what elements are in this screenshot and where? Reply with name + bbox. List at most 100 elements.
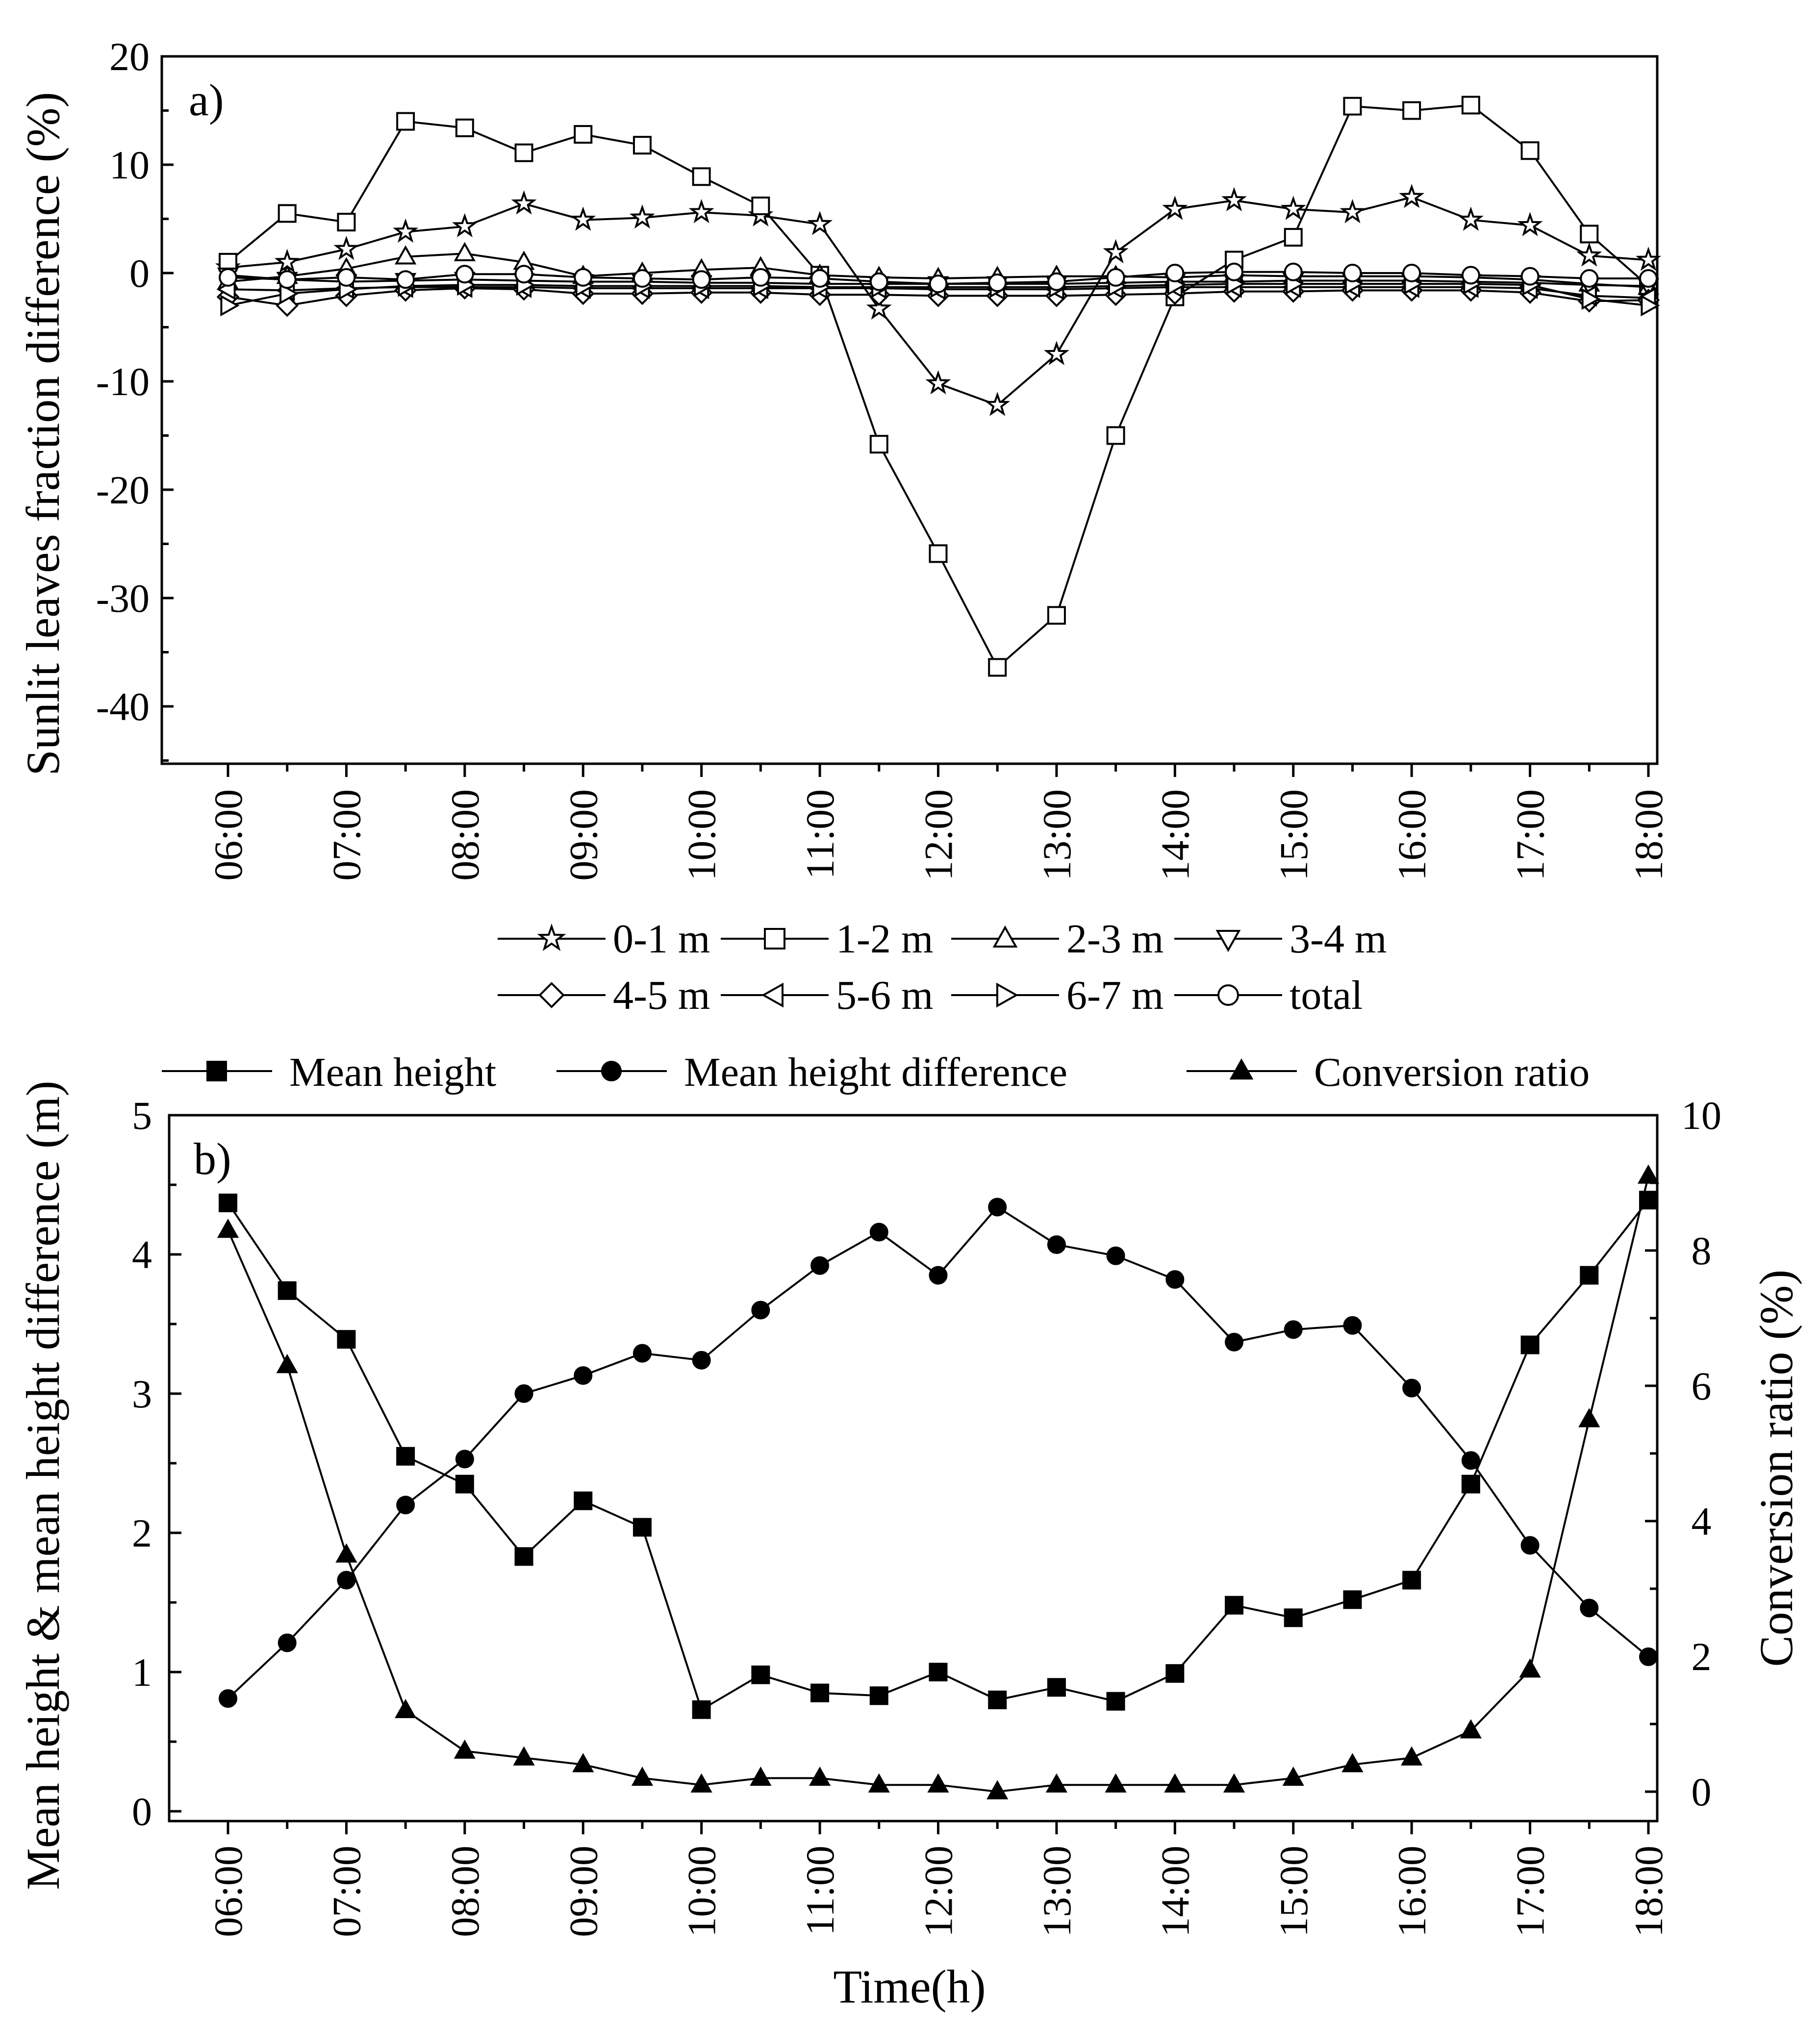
x-tick-label: 09:00 — [561, 1846, 606, 1937]
x-tick-label: 13:00 — [1035, 789, 1079, 881]
data-point — [1284, 1608, 1303, 1627]
data-point — [1580, 1599, 1599, 1618]
data-point — [220, 295, 240, 317]
legend-entry: 4-5 m — [498, 973, 710, 1018]
data-point — [1284, 228, 1303, 247]
data-point — [337, 1330, 356, 1349]
data-point — [929, 1266, 948, 1285]
panel-a-y-axis-title: Sunlit leaves fraction difference (%) — [17, 92, 69, 776]
data-point — [868, 1773, 890, 1793]
legend-entry: Conversion ratio — [1187, 1050, 1590, 1095]
data-point — [751, 268, 770, 287]
series-1-2-m — [219, 96, 1658, 677]
data-point — [1165, 264, 1185, 282]
x-tick-label: 12:00 — [916, 789, 961, 881]
panel-b-y-ticks: 0 1 2 3 4 5 — [132, 1093, 181, 1834]
data-point — [574, 268, 593, 287]
x-tick-label: 09:00 — [561, 789, 606, 881]
data-point — [217, 1218, 239, 1238]
data-point — [692, 270, 711, 289]
legend-entry: Mean height difference — [556, 1050, 1067, 1095]
data-point — [1402, 1378, 1421, 1398]
data-point — [1223, 1773, 1245, 1793]
panel-a-series — [215, 96, 1662, 677]
data-point — [1106, 1692, 1125, 1711]
panel-a-y-ticks: 20 10 0 -10 -20 -30 -40 — [96, 34, 174, 762]
x-tick-label: 11:00 — [798, 789, 842, 879]
data-point — [335, 1543, 357, 1563]
data-point — [337, 268, 356, 287]
data-point — [1520, 1335, 1540, 1354]
data-point — [1519, 1658, 1541, 1678]
data-point — [929, 544, 948, 563]
data-point — [454, 1739, 476, 1759]
x-tick-label: 16:00 — [1390, 1846, 1434, 1937]
data-point — [807, 211, 833, 235]
data-point — [1162, 196, 1188, 220]
y-tick-label: 3 — [132, 1372, 152, 1416]
x-tick-label: 06:00 — [206, 1846, 251, 1937]
data-point — [455, 118, 474, 137]
legend-label: total — [1289, 973, 1363, 1018]
data-point — [810, 1683, 830, 1702]
x-tick-label: 08:00 — [443, 789, 487, 881]
data-point — [279, 282, 299, 305]
data-point — [690, 1773, 712, 1793]
legend-marker — [996, 982, 1019, 1008]
data-point — [1461, 266, 1480, 285]
data-point — [692, 1700, 711, 1719]
data-point — [1399, 183, 1425, 208]
panel-b-x-ticks: 06:00 07:00 08:00 09:00 10:00 11:00 12:00 13:00… — [206, 1821, 1671, 1937]
data-point — [278, 1281, 297, 1300]
legend-entry: 3-4 m — [1174, 916, 1387, 962]
data-point — [1043, 341, 1069, 365]
data-point — [219, 1689, 237, 1708]
data-point — [1637, 1164, 1660, 1184]
x-tick-label: 15:00 — [1271, 789, 1316, 881]
x-tick-label: 13:00 — [1035, 1846, 1079, 1937]
data-point — [1165, 1270, 1185, 1289]
data-point — [1639, 269, 1658, 288]
data-point — [1164, 1773, 1186, 1793]
data-point — [631, 1766, 654, 1786]
legend-marker — [538, 982, 565, 1008]
y-tick-label: -30 — [96, 576, 150, 621]
data-point — [1641, 295, 1660, 317]
data-point — [1461, 1451, 1480, 1470]
data-point — [1581, 288, 1601, 310]
data-point — [629, 204, 655, 229]
data-point — [1103, 239, 1129, 264]
legend-marker — [764, 928, 785, 950]
data-point — [750, 1766, 772, 1786]
panel-b-frame — [168, 1114, 1659, 1823]
y-tick-label: 0 — [129, 251, 150, 296]
x-tick-label: 07:00 — [324, 1846, 369, 1937]
y-tick-label: 10 — [109, 143, 150, 187]
x-tick-label: 16:00 — [1390, 789, 1434, 881]
data-point — [1106, 1246, 1125, 1265]
data-point — [1402, 264, 1421, 282]
data-point — [337, 1571, 356, 1590]
y2-tick-label: 8 — [1692, 1228, 1712, 1273]
data-point — [1461, 1475, 1480, 1494]
data-point — [1280, 196, 1306, 220]
panel-a-x-ticks: 06:00 07:00 08:00 09:00 10:00 11:00 12:00 13:00… — [206, 764, 1671, 881]
x-tick-label: 06:00 — [206, 789, 251, 881]
x-tick-label: 14:00 — [1153, 789, 1197, 881]
series-conversion-ratio — [217, 1164, 1660, 1800]
x-tick-label: 17:00 — [1508, 1846, 1553, 1937]
data-point — [632, 1344, 652, 1363]
data-point — [1047, 606, 1066, 625]
series-mean-height — [219, 1191, 1658, 1719]
data-point — [276, 1353, 298, 1374]
legend-marker — [992, 925, 1018, 948]
legend-entry: 2-3 m — [951, 916, 1163, 962]
data-point — [929, 275, 948, 294]
data-point — [632, 269, 652, 288]
data-point — [1343, 1590, 1362, 1609]
legend-label: 3-4 m — [1289, 916, 1387, 962]
data-point — [1635, 247, 1662, 271]
data-point — [929, 1663, 948, 1681]
data-point — [454, 242, 476, 261]
